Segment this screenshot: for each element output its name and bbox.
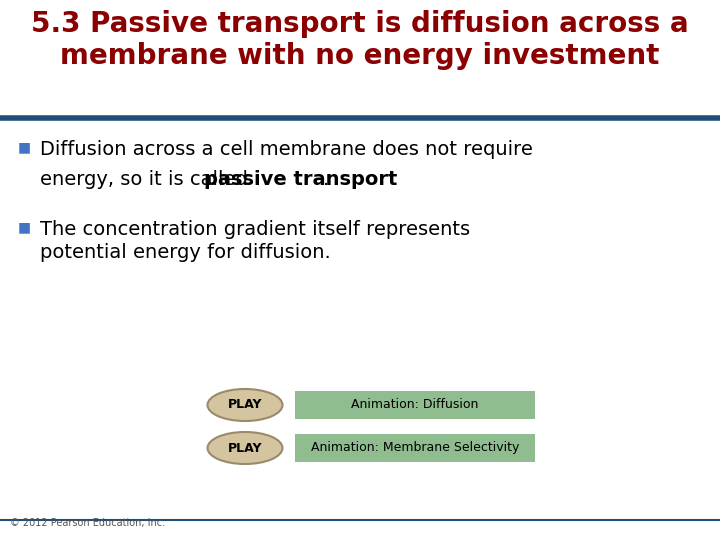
Text: PLAY: PLAY bbox=[228, 399, 262, 411]
Text: © 2012 Pearson Education, Inc.: © 2012 Pearson Education, Inc. bbox=[10, 518, 165, 528]
Text: passive transport: passive transport bbox=[204, 170, 397, 189]
Text: ■: ■ bbox=[18, 140, 31, 154]
Text: ■: ■ bbox=[18, 220, 31, 234]
FancyBboxPatch shape bbox=[295, 391, 535, 419]
Text: Animation: Membrane Selectivity: Animation: Membrane Selectivity bbox=[311, 442, 519, 455]
Text: Diffusion across a cell membrane does not require: Diffusion across a cell membrane does no… bbox=[40, 140, 533, 159]
Text: .: . bbox=[323, 170, 330, 189]
FancyBboxPatch shape bbox=[295, 434, 535, 462]
Ellipse shape bbox=[207, 432, 282, 464]
Text: PLAY: PLAY bbox=[228, 442, 262, 455]
Text: energy, so it is called: energy, so it is called bbox=[40, 170, 254, 189]
Ellipse shape bbox=[207, 389, 282, 421]
Text: 5.3 Passive transport is diffusion across a
membrane with no energy investment: 5.3 Passive transport is diffusion acros… bbox=[31, 10, 689, 70]
Text: Animation: Diffusion: Animation: Diffusion bbox=[351, 399, 479, 411]
Text: The concentration gradient itself represents
potential energy for diffusion.: The concentration gradient itself repres… bbox=[40, 220, 470, 262]
